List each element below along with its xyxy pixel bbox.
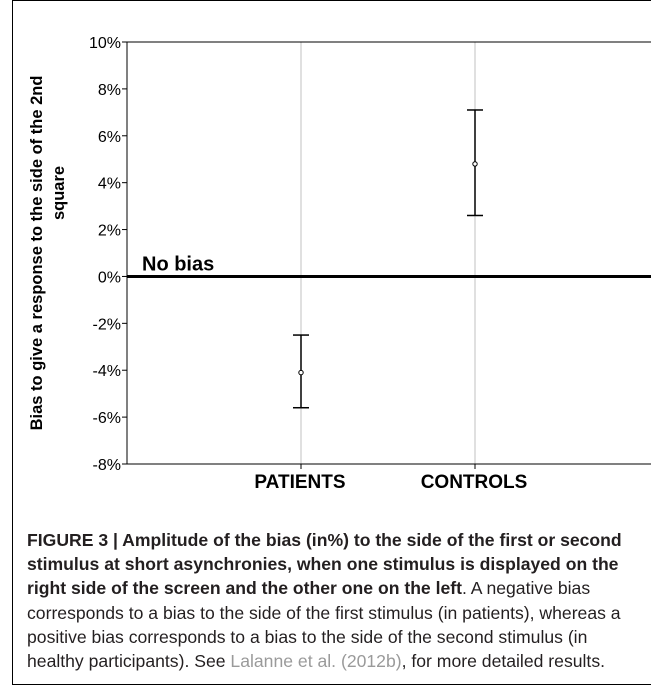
y-tick-label: 4% xyxy=(98,176,121,193)
y-tick-label: -2% xyxy=(93,316,121,333)
y-tick-label: -4% xyxy=(93,363,121,380)
figure-caption: FIGURE 3 | Amplitude of the bias (in%) t… xyxy=(27,528,642,673)
caption-reference-link[interactable]: Lalanne et al. (2012b) xyxy=(230,651,402,672)
y-axis-label-line1: Bias to give a response to the side of t… xyxy=(28,76,46,431)
y-axis-label-line2: square xyxy=(50,166,68,220)
y-tick-label: 10% xyxy=(89,35,121,52)
y-tick-label: -8% xyxy=(93,457,121,474)
x-tick-label: PATIENTS xyxy=(254,472,345,493)
y-tick-label: -6% xyxy=(93,410,121,427)
y-tick-label: 0% xyxy=(98,269,121,286)
x-tick-label: CONTROLS xyxy=(421,472,528,493)
caption-text-2: , for more detailed results. xyxy=(401,651,606,672)
y-tick-label: 8% xyxy=(98,82,121,99)
y-tick-label: 2% xyxy=(98,223,121,240)
mean-point xyxy=(298,369,304,376)
figure-frame xyxy=(12,0,651,685)
mean-point xyxy=(472,161,478,167)
caption-text-1: . A negative bias corresponds to a bias … xyxy=(27,578,621,672)
caption-title: FIGURE 3 | Amplitude of the bias (in%) t… xyxy=(27,530,622,599)
y-tick-label: 6% xyxy=(98,129,121,146)
errorbar-chart: 10% 8% 6% 4% 2% 0% -2% -4% -6% -8% PATIENTS CONTROL… xyxy=(28,35,651,493)
no-bias-label: No bias xyxy=(142,253,214,275)
